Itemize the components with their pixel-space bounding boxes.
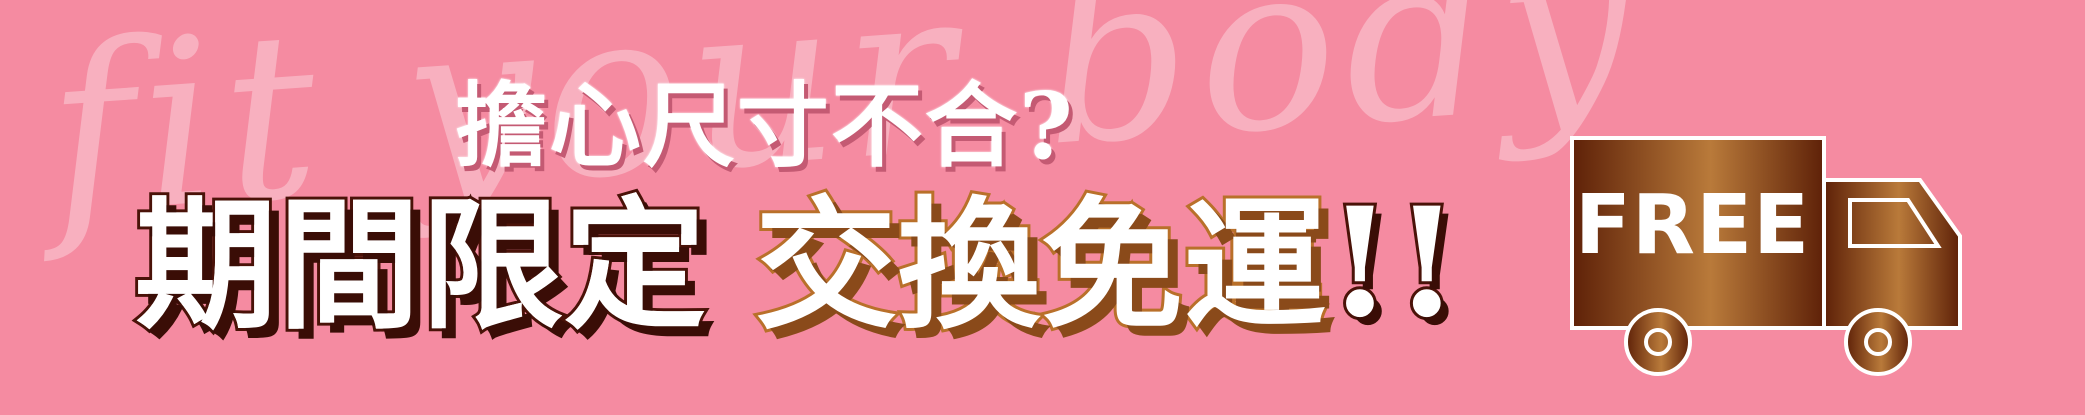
- headline-exclamation: !!: [1324, 175, 1463, 351]
- headline: 期間限定 交換免運!!: [132, 185, 1463, 341]
- free-label: FREE: [1574, 178, 1811, 273]
- headline-free-exchange: 交換免運: [752, 183, 1329, 349]
- headline-period-limited: 期間限定: [132, 183, 709, 349]
- delivery-truck-icon: [1570, 136, 1962, 376]
- subtitle: 擔心尺寸不合?: [455, 72, 1075, 180]
